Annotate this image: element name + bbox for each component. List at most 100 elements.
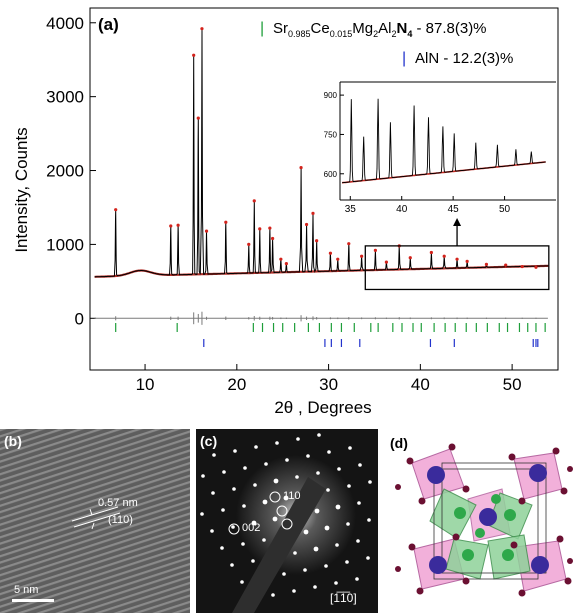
legend-label-phase2: AlN - 12.2(3)% — [415, 50, 513, 67]
panel-c-saed: (c) 110 002 [1̅1̅0] — [196, 429, 378, 613]
panel-label-c: (c) — [200, 433, 218, 449]
inset-x-tick-label: 40 — [396, 204, 408, 215]
observed-point — [373, 248, 377, 252]
observed-point — [200, 27, 204, 31]
inset-plot: 600 750 900 35 40 45 50 — [324, 81, 556, 291]
fringe-plane: (110) — [108, 514, 133, 526]
diffraction-spot — [240, 580, 244, 584]
data-series — [94, 27, 549, 325]
diffraction-spot — [254, 445, 258, 449]
inset-observed — [342, 98, 546, 184]
observed-point — [311, 211, 315, 215]
observed-point — [299, 165, 303, 170]
plot-frame — [89, 7, 559, 371]
diffraction-spot — [313, 546, 319, 552]
legend-marker-phase1: | — [260, 20, 264, 37]
inset-y-tick-label: 750 — [324, 130, 338, 139]
diffraction-spot — [241, 542, 245, 546]
diffraction-spot — [303, 568, 307, 572]
panel-label-b: (b) — [4, 433, 22, 449]
diffraction-spot — [346, 522, 350, 526]
diffraction-spot — [253, 483, 257, 487]
fringe-spacing: 0.57 nm — [98, 497, 138, 509]
diffraction-spot — [221, 508, 225, 512]
diffraction-spot — [357, 501, 361, 505]
scale-bar — [12, 599, 54, 602]
spot-002-marker — [228, 523, 240, 535]
x-tick-label: 10 — [136, 375, 155, 394]
diffraction-spot — [200, 512, 204, 516]
xrd-chart: 4000 3000 2000 1000 0 10 20 30 40 50 600 750 900 35… — [12, 7, 559, 417]
diffraction-spot — [327, 450, 331, 454]
observed-point — [484, 262, 489, 266]
observed-point — [169, 224, 173, 228]
legend: | Sr0.985Ce0.015Mg2Al2N4 - 87.8(3)% | Al… — [260, 20, 513, 67]
diffraction-spot — [335, 543, 339, 547]
diffraction-spot — [348, 446, 352, 450]
diffraction-spot — [251, 559, 255, 563]
diffraction-spot — [326, 488, 330, 492]
diffraction-spot — [222, 470, 226, 474]
spot-label-110: 110 — [283, 490, 301, 502]
diffraction-spot — [324, 525, 330, 531]
observed-point — [455, 257, 459, 261]
diffraction-spot — [233, 449, 237, 453]
panel-d-structure: (d) — [384, 429, 582, 613]
y-tick-label: 3000 — [46, 88, 84, 107]
spot-label-002: 002 — [242, 522, 261, 534]
observed-point — [520, 264, 524, 269]
observed-point — [315, 239, 319, 243]
zoom-arrow-head — [453, 218, 462, 226]
x-tick-label: 50 — [503, 375, 522, 394]
observed-point — [336, 257, 340, 261]
inset-y-tick-label: 900 — [324, 91, 338, 100]
diffraction-spot — [201, 474, 205, 478]
diffraction-spot — [313, 585, 317, 589]
diffraction-spot — [295, 475, 299, 479]
inset-x-tick-label: 50 — [499, 204, 511, 215]
observed-point — [252, 199, 256, 203]
diffraction-spot — [210, 529, 214, 533]
panel-label-a: (a) — [98, 15, 119, 34]
inset-x-tick-label: 35 — [345, 204, 357, 215]
diffraction-spot — [366, 556, 370, 560]
observed-point — [347, 242, 351, 246]
observed-point — [247, 242, 251, 247]
diffraction-spot — [337, 467, 341, 471]
y-axis-label: Intensity, Counts — [12, 127, 31, 252]
diffraction-spot — [285, 458, 289, 462]
legend-label-phase1: Sr0.985Ce0.015Mg2Al2N4 - 87.8(3)% — [273, 20, 487, 39]
diffraction-spot — [314, 508, 320, 514]
diffraction-spot — [273, 478, 279, 484]
observed-point — [192, 53, 196, 57]
observed-point — [429, 250, 433, 255]
inset-y-tick-label: 600 — [324, 170, 338, 179]
diffraction-spot — [368, 480, 372, 484]
diffraction-spot — [232, 487, 236, 491]
observed-point — [271, 236, 275, 241]
observed-point — [408, 256, 412, 260]
diffraction-spot — [264, 462, 268, 466]
observed-point — [304, 222, 309, 227]
diffraction-spot — [251, 520, 257, 526]
hrtem-image — [0, 429, 190, 613]
diffraction-spot — [306, 454, 310, 458]
diffraction-spot — [282, 572, 286, 576]
diffraction-spot — [334, 581, 338, 585]
x-tick-label: 30 — [319, 375, 338, 394]
diffraction-spot — [275, 441, 279, 445]
y-tick-label: 0 — [75, 309, 84, 328]
observed-point — [328, 251, 333, 255]
diffraction-spot — [262, 499, 268, 505]
diffraction-spot — [316, 471, 320, 475]
diffraction-spot — [324, 564, 328, 568]
legend-marker-phase2: | — [402, 50, 406, 67]
observed-point — [204, 229, 209, 233]
observed-point — [284, 262, 288, 266]
beam-stop — [232, 477, 326, 613]
diffraction-spot — [367, 518, 371, 522]
diffraction-spot — [262, 538, 266, 542]
observed-point — [279, 257, 283, 261]
diffraction-spot — [211, 491, 215, 495]
diffraction-spot — [347, 484, 351, 488]
